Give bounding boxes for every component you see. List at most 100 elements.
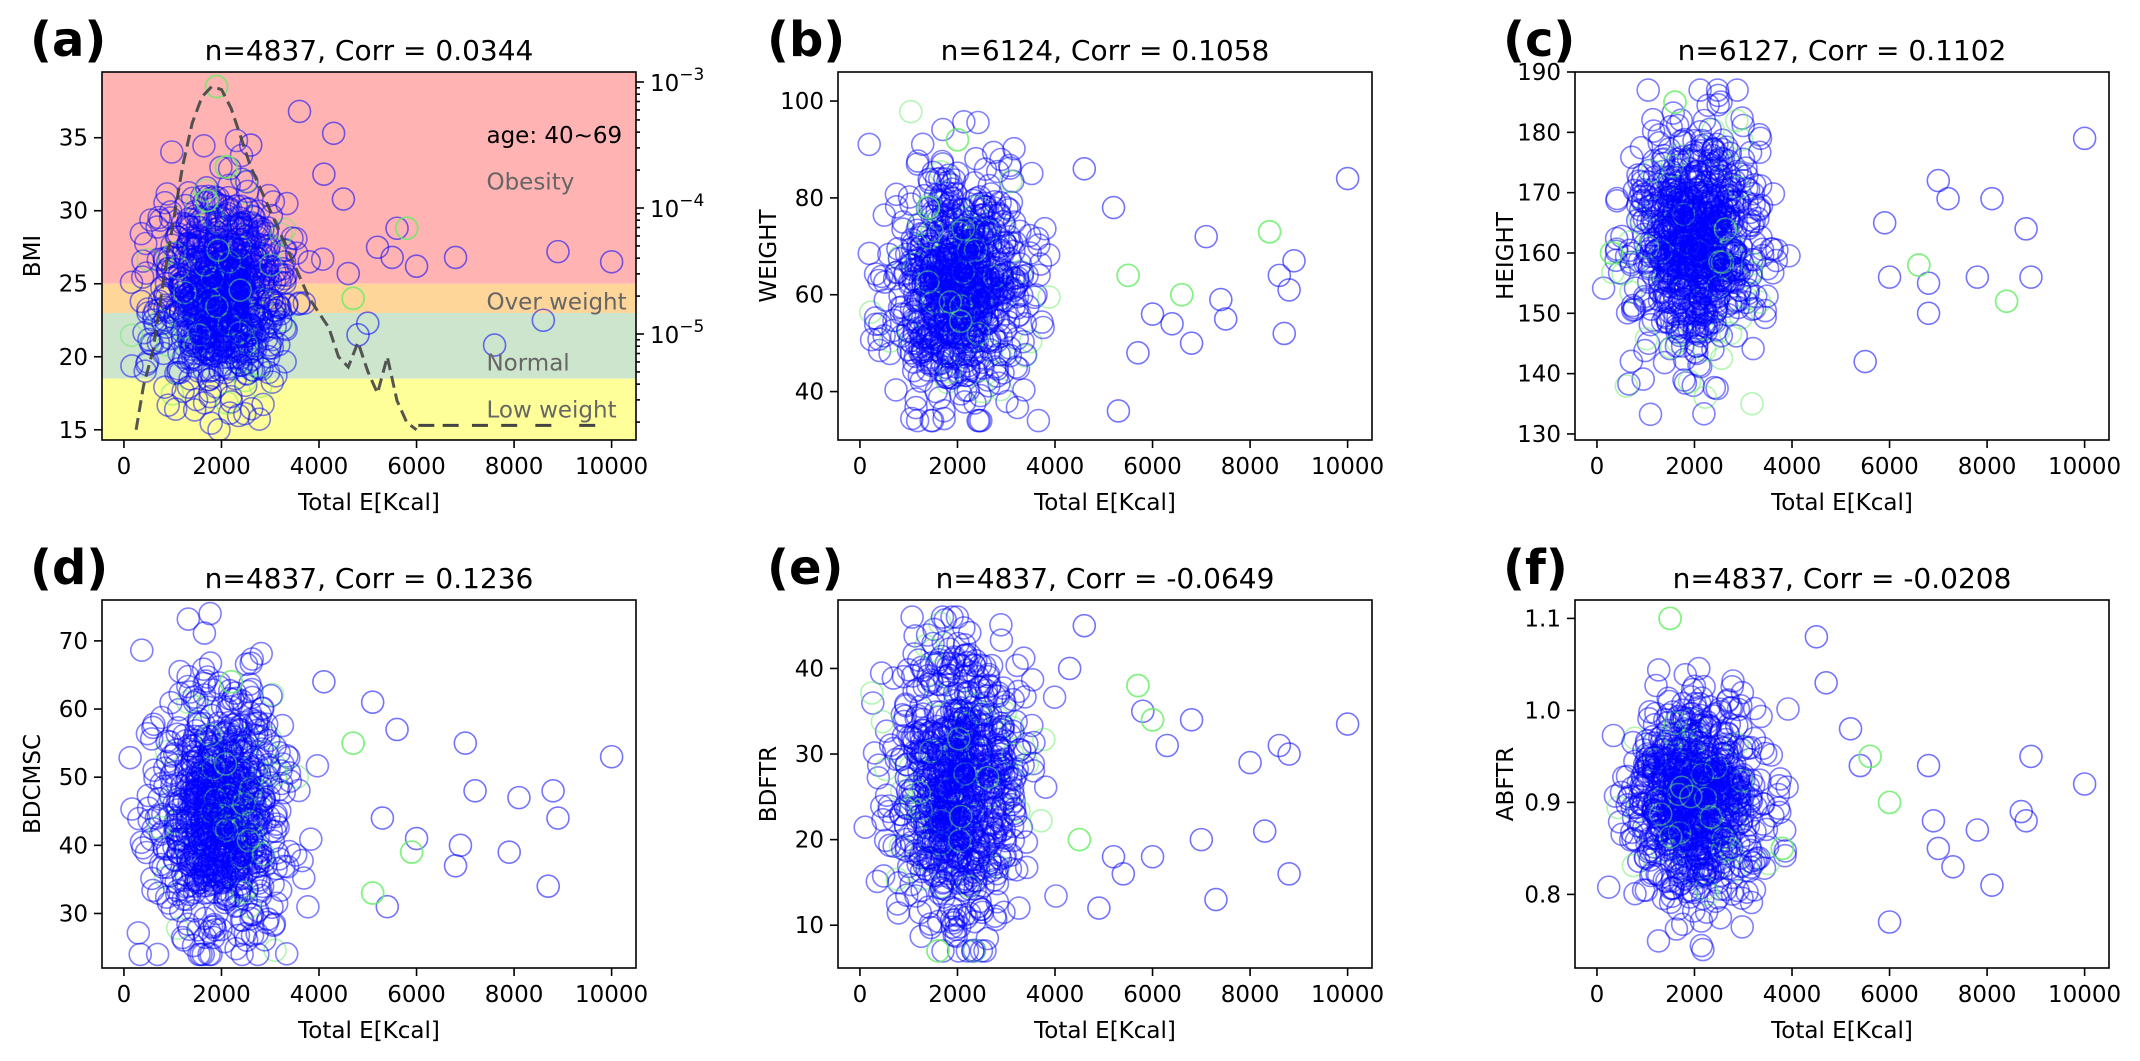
scatter-point (159, 863, 183, 888)
scatter-point (1604, 248, 1628, 273)
scatter-point (860, 691, 885, 715)
scatter-point (264, 856, 288, 881)
scatter-point (185, 849, 210, 873)
outlier-point (312, 669, 336, 694)
scatter-point (1004, 857, 1029, 882)
scatter-point (185, 769, 209, 794)
scatter-point (917, 755, 942, 780)
outlier-point (599, 250, 624, 274)
scatter-point (197, 919, 222, 944)
scatter-point (146, 804, 171, 828)
scatter-point (995, 196, 1019, 220)
scatter-point (871, 807, 895, 832)
scatter-point (1687, 228, 1711, 252)
scatter-point (1010, 261, 1035, 285)
scatter-point (142, 712, 166, 737)
scatter-point (245, 942, 270, 967)
scatter-point (211, 747, 235, 772)
outlier-point (482, 333, 507, 357)
scatter-point (918, 912, 943, 936)
scatter-point (240, 806, 264, 830)
scatter-point (1033, 216, 1057, 241)
scatter-point (968, 889, 992, 914)
scatter-point (239, 906, 263, 931)
scatter-point (953, 378, 978, 403)
scatter-point (175, 690, 200, 714)
scatter-point (972, 191, 997, 215)
scatter-point (1044, 884, 1068, 908)
scatter-point (969, 675, 994, 699)
scatter-point (1628, 185, 1652, 210)
scatter-point (230, 942, 254, 967)
outlier-point (385, 717, 409, 742)
scatter-point (1020, 713, 1044, 738)
x-axis-label: Total E[Kcal] (1770, 490, 1913, 516)
chart-title: n=4837, Corr = 0.1236 (205, 562, 534, 595)
scatter-point (899, 406, 924, 431)
outlier-point (531, 308, 556, 333)
scatter-point (1718, 321, 1743, 346)
y-tick-label: 15 (59, 418, 88, 444)
scatter-point (256, 728, 281, 753)
scatter-point (240, 647, 264, 671)
scatter-point (269, 222, 293, 247)
scatter-point (272, 854, 296, 879)
scatter-point (877, 794, 902, 818)
scatter-point (949, 342, 974, 367)
scatter-point (949, 870, 974, 895)
scatter-point (981, 140, 1006, 165)
x-tick-label: 2000 (192, 982, 251, 1008)
scatter-point (1776, 697, 1800, 721)
scatter-point (1646, 658, 1671, 682)
scatter-point (1654, 286, 1679, 310)
x-tick-label: 0 (1590, 454, 1605, 480)
scatter-point (1013, 685, 1037, 709)
scatter-point (884, 182, 909, 207)
scatter-point (979, 653, 1004, 678)
scatter-point (898, 99, 923, 124)
green-point (1906, 253, 1931, 277)
scatter-point (1031, 315, 1055, 340)
scatter-point (1705, 132, 1729, 157)
scatter-point (210, 818, 235, 842)
green-point (1599, 241, 1624, 265)
scatter-point (264, 762, 289, 787)
scatter-point (217, 340, 241, 365)
scatter-point (171, 379, 195, 404)
scatter-point (920, 219, 945, 243)
scatter-point (914, 802, 939, 826)
scatter-point (178, 882, 202, 907)
y-tick-label: 10 (795, 913, 824, 939)
scatter-point (169, 266, 193, 291)
scatter-point (228, 692, 253, 717)
scatter-point (1690, 212, 1715, 236)
outlier-point (2019, 265, 2043, 289)
scatter-point (960, 820, 985, 845)
scatter-point (1718, 141, 1743, 165)
scatter-point (919, 274, 943, 299)
scatter-point (1651, 246, 1676, 271)
scatter-point (859, 681, 884, 705)
scatter-point (160, 896, 185, 921)
outlier-point (1204, 887, 1228, 912)
y-tick-label: 170 (1517, 181, 1561, 207)
scatter-point (210, 694, 235, 719)
scatter-point (902, 642, 926, 666)
scatter-point (997, 779, 1022, 804)
scatter-point (886, 901, 911, 925)
scatter-point (244, 724, 269, 748)
scatter-point (1020, 161, 1044, 186)
scatter-point (145, 942, 170, 967)
x-tick-label: 4000 (290, 982, 349, 1008)
green-point (394, 216, 419, 241)
x-tick-label: 8000 (1221, 454, 1280, 480)
scatter-point (982, 190, 1007, 214)
x-tick-label: 4000 (1026, 454, 1085, 480)
plot-area (1591, 78, 2097, 427)
scatter-point (931, 117, 955, 142)
scatter-point (1033, 775, 1058, 800)
scatter-point (305, 753, 330, 778)
outlier-point (463, 779, 487, 803)
scatter-point (166, 715, 190, 740)
x-tick-label: 0 (853, 454, 868, 480)
